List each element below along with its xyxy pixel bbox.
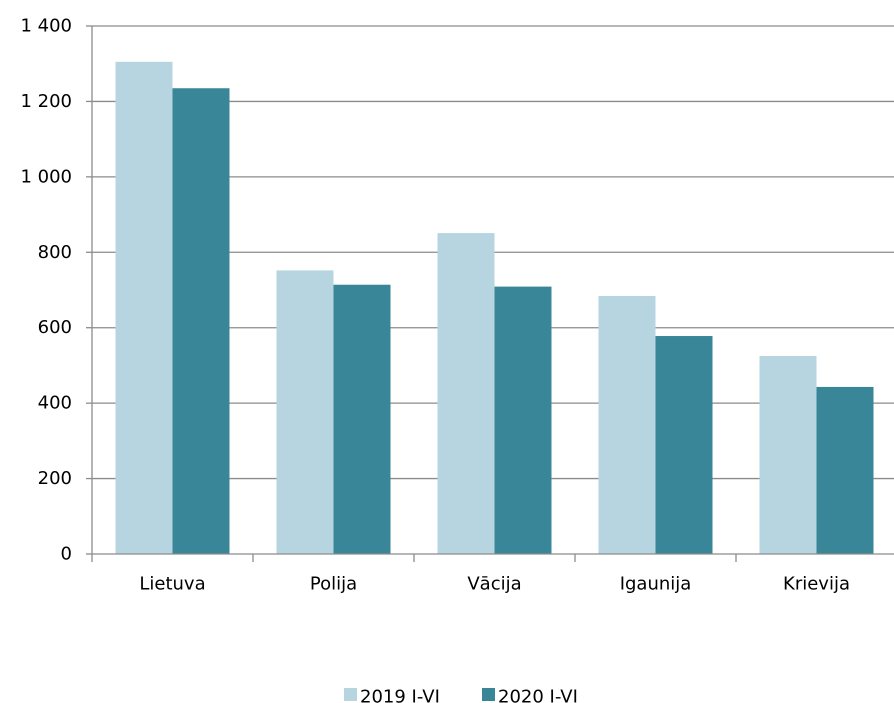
- bar-krievija-series-2: [816, 386, 874, 554]
- bar-lietuva-series-1: [115, 61, 173, 554]
- bar-vācija-series-2: [494, 286, 552, 554]
- axes: [86, 25, 894, 562]
- y-tick-label: 1 400: [20, 16, 72, 37]
- category-label: Polija: [310, 574, 357, 595]
- category-label: Vācija: [467, 574, 521, 595]
- category-label: Krievija: [783, 574, 850, 595]
- legend-swatch: [482, 688, 495, 701]
- bar-polija-series-1: [276, 270, 334, 554]
- bar-lietuva-series-2: [172, 88, 230, 554]
- bar-krievija-series-1: [759, 356, 817, 554]
- category-labels: Lietuva Polija Vācija Igaunija Krievija: [139, 574, 850, 595]
- y-tick-label: 0: [61, 544, 72, 565]
- bars: [115, 61, 874, 554]
- y-tick-label: 800: [38, 242, 72, 263]
- legend-label: 2019 I-VI: [360, 687, 440, 703]
- y-tick-label: 1 000: [20, 166, 72, 187]
- y-tick-labels: 0 200 400 600 800 1 000 1 200 1 400: [20, 16, 72, 565]
- legend-label: 2020 I-VI: [498, 687, 578, 703]
- category-label: Igaunija: [620, 574, 692, 595]
- y-tick-label: 400: [38, 393, 72, 414]
- y-tick-label: 200: [38, 468, 72, 489]
- legend-swatch: [344, 688, 357, 701]
- bar-polija-series-2: [333, 284, 391, 554]
- legend: 2019 I-VI 2020 I-VI: [344, 687, 578, 703]
- y-tick-label: 1 200: [20, 91, 72, 112]
- category-label: Lietuva: [139, 574, 205, 595]
- y-tick-label: 600: [38, 317, 72, 338]
- bar-igaunija-series-2: [655, 336, 713, 554]
- bar-igaunija-series-1: [598, 296, 656, 554]
- bar-vācija-series-1: [437, 233, 495, 554]
